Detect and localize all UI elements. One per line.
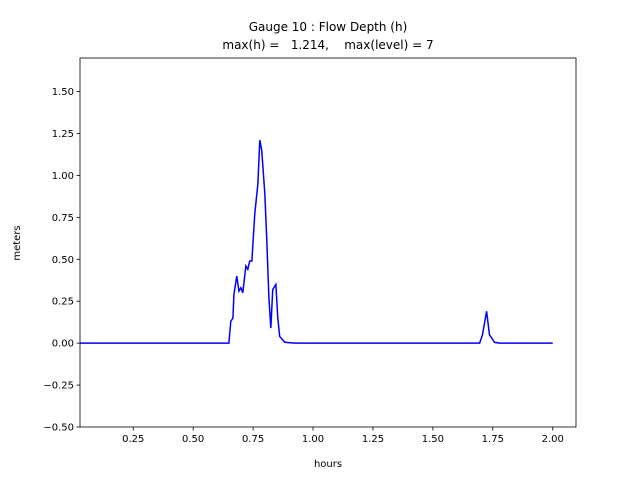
x-axis-label: hours <box>314 459 342 470</box>
x-tick-label: 1.75 <box>482 434 504 445</box>
y-tick-label: 1.50 <box>52 87 74 98</box>
y-tick-label: 0.75 <box>52 213 74 224</box>
y-tick-label: 1.00 <box>52 171 74 182</box>
chart-title: Gauge 10 : Flow Depth (h) <box>249 20 408 34</box>
chart-subtitle: max(h) = 1.214, max(level) = 7 <box>222 38 433 52</box>
y-tick-label: 1.25 <box>52 129 74 140</box>
plot-frame <box>79 57 577 428</box>
y-axis-label: meters <box>12 225 23 260</box>
y-tick-label: 0.50 <box>52 255 74 266</box>
x-tick-label: 1.25 <box>362 434 384 445</box>
x-tick-label: 0.75 <box>242 434 264 445</box>
x-tick-label: 1.50 <box>422 434 444 445</box>
y-tick-label: 0.25 <box>52 297 74 308</box>
y-tick-label: −0.50 <box>43 423 74 434</box>
data-line <box>80 140 553 344</box>
x-tick-label: 0.50 <box>182 434 204 445</box>
y-tick-label: 0.00 <box>52 339 74 350</box>
x-tick-label: 2.00 <box>542 434 564 445</box>
x-tick-label: 1.00 <box>302 434 324 445</box>
x-tick-label: 0.25 <box>122 434 144 445</box>
y-tick-label: −0.25 <box>43 381 74 392</box>
